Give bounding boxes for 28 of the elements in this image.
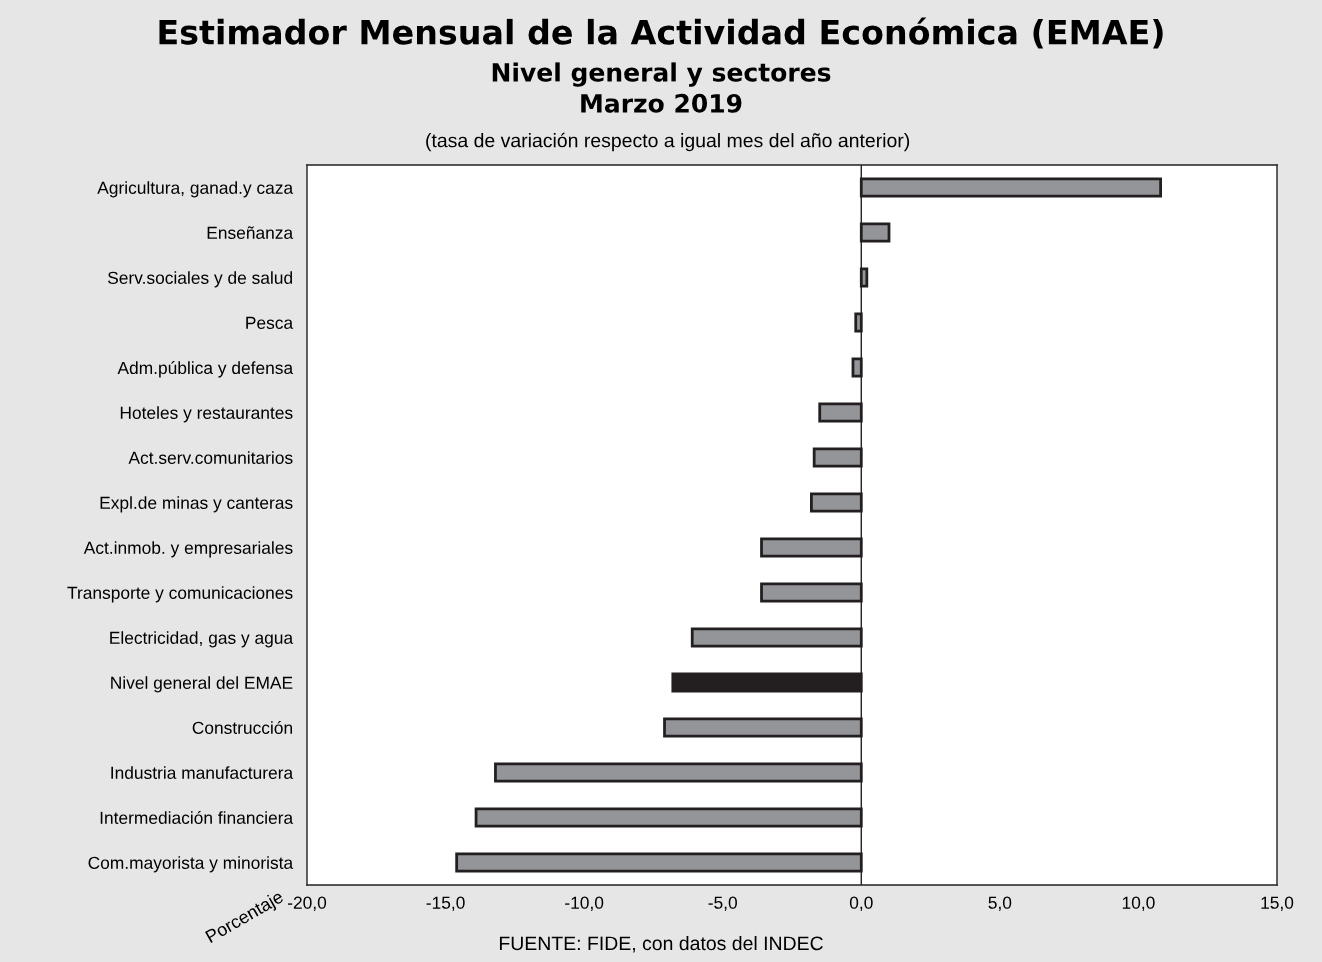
x-tick-label: -20,0: [287, 896, 327, 911]
y-tick-label: Act.serv.comunitarios: [128, 451, 293, 464]
y-tick-label: Construcción: [192, 721, 292, 734]
y-tick-label: Com.mayorista y minorista: [88, 856, 294, 873]
y-tick-label: Serv.sociales y de salud: [107, 271, 292, 288]
y-tick-label: Pesca: [246, 316, 294, 329]
y-tick-label: Act.inmob. y empresariales: [83, 541, 293, 558]
y-tick-label: Electricidad, gas y agua: [110, 631, 294, 648]
y-tick-label: Transporte y comunicaciones: [67, 586, 293, 603]
source-note: FUENTE: FIDE, con datos del INDEC: [499, 935, 823, 953]
x-tick-label: -5,0: [708, 896, 737, 911]
chart-title: Estimador Mensual de la Actividad Económica (EMAE): [159, 17, 1163, 49]
y-tick-label: Expl.de minas y canteras: [100, 496, 293, 513]
x-tick-label: -10,0: [565, 896, 604, 911]
x-tick-label: 0,0: [849, 896, 873, 911]
text: (tasa de variación respecto a igual mes del año anterior): [426, 132, 910, 152]
x-tick-label: 10,0: [1122, 896, 1155, 911]
y-tick-label: Adm.pública y defensa: [117, 361, 294, 378]
y-tick-label: Intermediación financiera: [100, 811, 294, 824]
y-tick-label: Industria manufacturera: [111, 766, 294, 779]
chart-subtitle: Nivel general y sectores Marzo 2019: [492, 62, 831, 113]
y-tick-label: Hoteles y restaurantes: [120, 406, 293, 423]
x-tick-label: 15,0: [1261, 896, 1294, 911]
x-tick-label: 5,0: [988, 896, 1012, 911]
y-tick-label: Nivel general del EMAE: [111, 676, 293, 693]
y-tick-label: Agricultura, ganad.y caza: [97, 181, 294, 198]
y-tick-label: Enseñanza: [207, 226, 294, 239]
x-tick-label: -15,0: [426, 896, 465, 911]
